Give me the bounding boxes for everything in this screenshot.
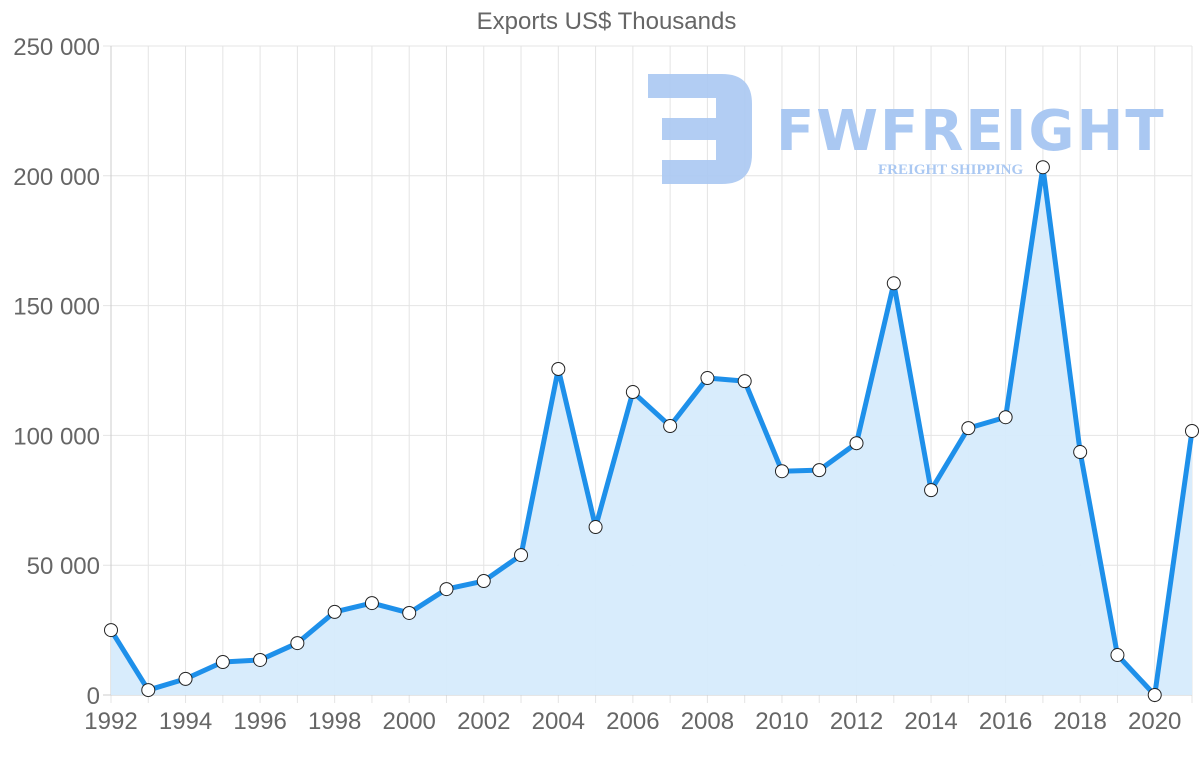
watermark-tagline: FREIGHT SHIPPING	[878, 162, 1023, 178]
x-tick-label: 2018	[1053, 708, 1106, 735]
data-point[interactable]	[812, 463, 827, 478]
data-point[interactable]	[886, 276, 901, 291]
x-tick-label: 1994	[159, 708, 212, 735]
data-point[interactable]	[290, 636, 305, 651]
x-tick-label: 2008	[681, 708, 734, 735]
x-tick-label: 2014	[904, 708, 957, 735]
data-point[interactable]	[961, 421, 976, 436]
data-point[interactable]	[774, 464, 789, 479]
data-point[interactable]	[141, 683, 156, 698]
data-point[interactable]	[1035, 160, 1050, 175]
x-tick-label: 1998	[308, 708, 361, 735]
x-axis: 1992 1994 1996 1998 2000 2002 2004 2006 2008 2010…	[84, 708, 1181, 735]
x-tick-label: 2020	[1128, 708, 1181, 735]
data-point[interactable]	[364, 596, 379, 611]
x-tick-label: 2002	[457, 708, 510, 735]
x-tick-label: 2004	[532, 708, 585, 735]
data-point[interactable]	[1147, 688, 1162, 702]
data-point[interactable]	[737, 374, 752, 389]
data-point[interactable]	[551, 361, 566, 376]
x-tick-label: 2010	[755, 708, 808, 735]
data-point[interactable]	[625, 385, 640, 400]
x-tick-label: 2012	[830, 708, 883, 735]
data-point[interactable]	[514, 548, 529, 563]
data-point[interactable]	[588, 520, 603, 535]
fwfreight-watermark: FWFREIGHT FREIGHT SHIPPING	[648, 74, 1166, 184]
y-axis: 0 50 000 100 000 150 000 200 000 250 000	[13, 34, 100, 710]
data-point[interactable]	[402, 605, 417, 620]
data-point[interactable]	[849, 436, 864, 451]
x-tick-label: 2006	[606, 708, 659, 735]
data-point[interactable]	[1185, 423, 1199, 438]
y-tick-label: 100 000	[13, 423, 100, 450]
x-tick-label: 1996	[233, 708, 286, 735]
watermark-brand: FWFREIGHT	[776, 99, 1166, 164]
y-tick-label: 0	[87, 683, 100, 710]
y-tick-label: 150 000	[13, 294, 100, 321]
data-point[interactable]	[1110, 648, 1125, 663]
x-tick-label: 2016	[979, 708, 1032, 735]
data-point[interactable]	[476, 574, 491, 589]
data-point[interactable]	[998, 410, 1013, 425]
data-point[interactable]	[178, 671, 193, 686]
data-point[interactable]	[104, 623, 118, 638]
y-tick-label: 50 000	[27, 553, 100, 580]
data-point[interactable]	[327, 604, 342, 619]
data-point[interactable]	[215, 655, 230, 670]
data-point[interactable]	[439, 582, 454, 597]
x-tick-label: 2000	[383, 708, 436, 735]
chart-title: Exports US$ Thousands	[476, 8, 737, 35]
y-tick-label: 200 000	[13, 164, 100, 191]
data-point[interactable]	[700, 371, 715, 386]
data-point[interactable]	[663, 419, 678, 434]
fwfreight-logo-icon	[648, 74, 752, 184]
data-points	[104, 160, 1199, 702]
x-tick-label: 1992	[84, 708, 137, 735]
data-point[interactable]	[924, 483, 939, 498]
y-tick-label: 250 000	[13, 34, 100, 61]
data-point[interactable]	[253, 652, 268, 667]
data-point[interactable]	[1073, 445, 1088, 460]
area-fill	[111, 167, 1192, 695]
